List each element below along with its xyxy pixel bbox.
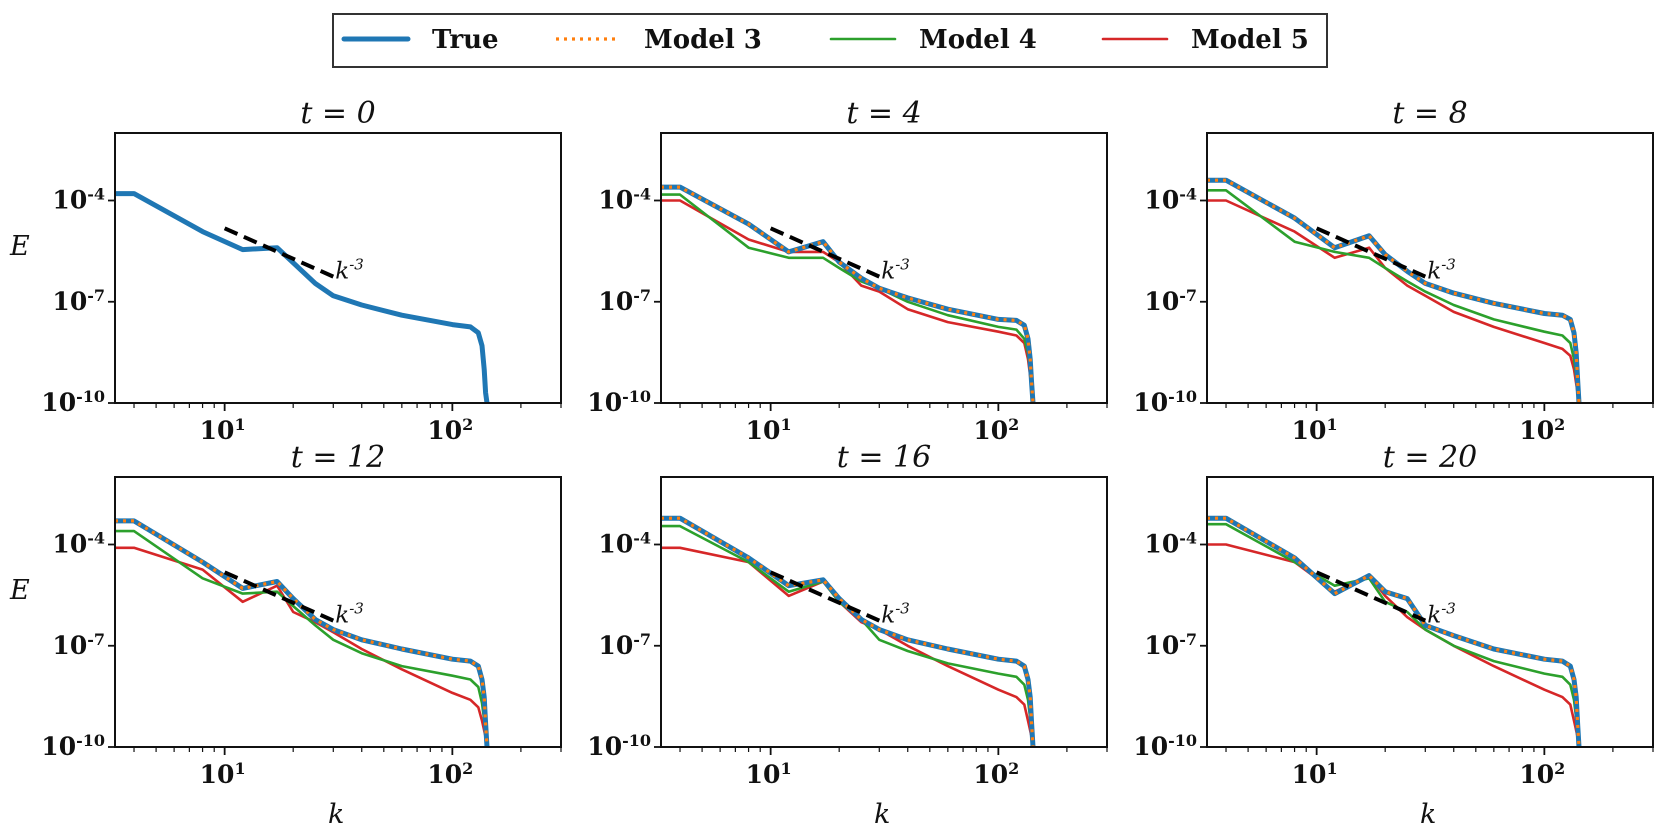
series-group <box>661 515 1036 747</box>
y-tick-label: 10-7 <box>1144 285 1197 316</box>
y-tick-label: 10-4 <box>598 528 651 559</box>
x-tick-label: 102 <box>1519 415 1565 446</box>
y-axis-label: E <box>9 231 30 262</box>
series-line-true <box>661 515 1036 747</box>
axes-frame <box>1206 476 1654 748</box>
series-line-true <box>115 518 490 747</box>
panel-title: t = 16 <box>837 440 931 475</box>
reference-label: k-3 <box>1427 256 1456 285</box>
series-line-true <box>115 191 490 403</box>
y-tick-label: 10-10 <box>41 387 105 418</box>
x-axis-label: k <box>874 799 890 830</box>
panel-5: t = 16 k-3 101 102 10-4 10-7 10-10 k <box>587 440 1108 830</box>
series-group <box>115 518 490 747</box>
panel-2: t = 4 k-3 101 102 10-4 10-7 10-10 <box>587 96 1108 446</box>
y-tick-label: 10-4 <box>52 184 105 215</box>
x-tick-label: 102 <box>427 415 473 446</box>
reference-label: k-3 <box>881 256 910 285</box>
series-line-model-3 <box>1207 516 1581 747</box>
y-tick-label: 10-10 <box>587 731 651 762</box>
y-tick-label: 10-7 <box>52 629 105 660</box>
y-tick-label: 10-7 <box>598 629 651 660</box>
series-group <box>1207 515 1582 747</box>
x-tick-label: 101 <box>746 415 792 446</box>
series-line-model-3 <box>661 516 1035 747</box>
x-axis-label: k <box>328 799 344 830</box>
y-tick-label: 10-4 <box>598 184 651 215</box>
x-tick-label: 101 <box>1292 759 1338 790</box>
panel-3: t = 8 k-3 101 102 10-4 10-7 10-10 <box>1133 96 1654 446</box>
reference-label: k-3 <box>335 256 364 285</box>
reference-line <box>223 570 335 623</box>
y-tick-label: 10-4 <box>52 528 105 559</box>
panel-1: t = 0 k-3 101 102 10-4 10-7 10-10 E <box>9 96 562 446</box>
series-line-model-4 <box>661 524 1035 747</box>
series-line-true <box>1207 177 1582 403</box>
legend-box <box>332 13 1328 68</box>
y-tick-label: 10-4 <box>1144 184 1197 215</box>
panel-title: t = 8 <box>1392 96 1467 131</box>
series-line-model-5 <box>661 199 1035 403</box>
legend-label-model-4: Model 4 <box>919 25 1037 55</box>
series-line-true <box>661 184 1036 403</box>
series-line-model-5 <box>661 546 1035 747</box>
panel-title: t = 0 <box>300 96 375 131</box>
reference-label: k-3 <box>881 600 910 629</box>
y-tick-label: 10-10 <box>1133 387 1197 418</box>
x-tick-label: 102 <box>973 415 1019 446</box>
legend-label-model-3: Model 3 <box>644 25 762 55</box>
x-axis-label: k <box>1420 799 1436 830</box>
legend-label-true: True <box>432 25 499 55</box>
series-line-model-4 <box>115 529 489 747</box>
series-line-model-3 <box>115 519 489 747</box>
x-tick-label: 102 <box>1519 759 1565 790</box>
reference-label: k-3 <box>1427 600 1456 629</box>
y-tick-label: 10-7 <box>52 285 105 316</box>
series-line-model-3 <box>661 185 1035 403</box>
panel-4: t = 12 k-3 101 102 10-4 10-7 10-10 Ek <box>9 440 562 830</box>
series-line-true <box>1207 515 1582 747</box>
y-axis-label: E <box>9 575 30 606</box>
y-tick-label: 10-10 <box>1133 731 1197 762</box>
x-tick-label: 101 <box>200 415 246 446</box>
panel-6: t = 20 k-3 101 102 10-4 10-7 10-10 k <box>1133 440 1654 830</box>
axes-frame <box>660 132 1108 404</box>
x-tick-label: 102 <box>973 759 1019 790</box>
y-tick-label: 10-7 <box>598 285 651 316</box>
axes-frame <box>660 476 1108 748</box>
series-line-model-5 <box>1207 543 1581 747</box>
reference-label: k-3 <box>335 600 364 629</box>
x-tick-label: 101 <box>746 759 792 790</box>
series-line-model-4 <box>1207 522 1581 747</box>
series-line-model-4 <box>661 193 1035 403</box>
x-tick-label: 101 <box>200 759 246 790</box>
axes-frame <box>114 132 562 404</box>
panel-title: t = 12 <box>291 440 385 475</box>
axes-frame <box>1206 132 1654 404</box>
x-tick-label: 101 <box>1292 415 1338 446</box>
panel-title: t = 20 <box>1383 440 1477 475</box>
y-tick-label: 10-10 <box>587 387 651 418</box>
series-group <box>115 191 490 403</box>
series-line-model-3 <box>1207 178 1581 403</box>
axes-frame <box>114 476 562 748</box>
series-line-model-4 <box>1207 189 1581 403</box>
y-tick-label: 10-7 <box>1144 629 1197 660</box>
series-group <box>661 184 1036 403</box>
series-group <box>1207 177 1582 403</box>
series-line-model-5 <box>1207 199 1581 403</box>
legend-label-model-5: Model 5 <box>1191 25 1309 55</box>
y-tick-label: 10-10 <box>41 731 105 762</box>
x-tick-label: 102 <box>427 759 473 790</box>
legend: True Model 3 Model 4 Model 5 <box>332 13 1328 68</box>
series-line-model-5 <box>115 546 489 747</box>
y-tick-label: 10-4 <box>1144 528 1197 559</box>
panel-title: t = 4 <box>846 96 921 131</box>
